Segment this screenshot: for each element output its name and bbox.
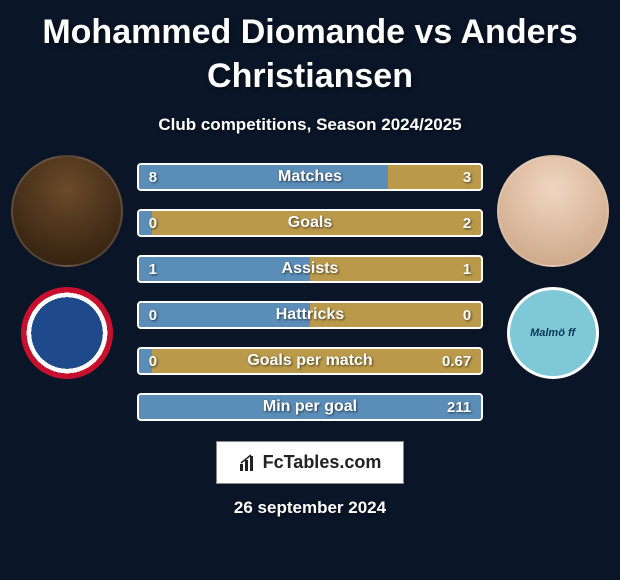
stat-right-value: 1 — [421, 261, 481, 278]
stat-bar-row: 8Matches3 — [137, 163, 483, 191]
left-player-column — [8, 155, 127, 379]
stat-right-value: 211 — [421, 399, 481, 416]
stat-bar-row: 0Goals2 — [137, 209, 483, 237]
left-player-photo — [11, 155, 123, 267]
stat-bars-container: 8Matches3 0Goals2 1Assists1 0Hattricks0 0Goa… — [137, 155, 483, 421]
left-club-logo — [21, 287, 113, 379]
brand-chart-icon — [239, 454, 257, 472]
brand-badge: FcTables.com — [216, 441, 405, 484]
comparison-title: Mohammed Diomande vs Anders Christiansen — [0, 0, 620, 103]
stat-bar-row: 0Hattricks0 — [137, 301, 483, 329]
footer-date: 26 september 2024 — [234, 498, 386, 518]
stat-bar-row: 1Assists1 — [137, 255, 483, 283]
stat-bar-row: 0Goals per match0.67 — [137, 347, 483, 375]
right-player-photo — [497, 155, 609, 267]
stat-bar-row: Min per goal211 — [137, 393, 483, 421]
brand-text: FcTables.com — [263, 452, 382, 473]
subtitle: Club competitions, Season 2024/2025 — [0, 115, 620, 135]
right-club-logo: Malmö ff — [507, 287, 599, 379]
stat-right-value: 3 — [421, 169, 481, 186]
stat-right-value: 0.67 — [421, 353, 481, 370]
stat-right-value: 2 — [421, 215, 481, 232]
right-player-column: Malmö ff — [493, 155, 612, 379]
stat-right-value: 0 — [421, 307, 481, 324]
comparison-main: 8Matches3 0Goals2 1Assists1 0Hattricks0 0Goa… — [0, 155, 620, 421]
footer: FcTables.com 26 september 2024 — [0, 441, 620, 518]
